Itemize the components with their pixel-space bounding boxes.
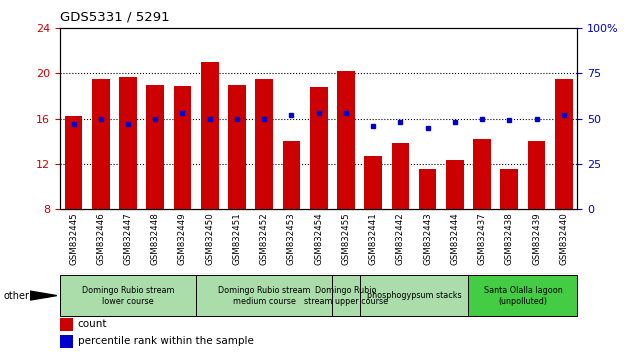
Bar	[119, 77, 137, 209]
Text: phosphogypsum stacks: phosphogypsum stacks	[367, 291, 461, 300]
Text: GSM832449: GSM832449	[178, 212, 187, 265]
Text: GSM832443: GSM832443	[423, 212, 432, 265]
Bar	[446, 160, 464, 209]
Bar	[364, 156, 382, 209]
Bar	[360, 275, 468, 316]
Text: GSM832453: GSM832453	[287, 212, 296, 265]
Bar	[473, 139, 491, 209]
Text: GSM832447: GSM832447	[124, 212, 133, 265]
Text: GSM832442: GSM832442	[396, 212, 405, 265]
Bar	[146, 85, 164, 209]
Bar	[174, 86, 191, 209]
Text: GSM832450: GSM832450	[205, 212, 214, 265]
Text: GSM832437: GSM832437	[478, 212, 487, 265]
Text: GSM832441: GSM832441	[369, 212, 377, 265]
Bar	[419, 169, 437, 209]
Bar	[500, 169, 518, 209]
Text: GSM832446: GSM832446	[97, 212, 105, 265]
Bar	[201, 62, 218, 209]
Bar	[468, 275, 577, 316]
Text: other: other	[3, 291, 29, 301]
Text: GSM832444: GSM832444	[451, 212, 459, 265]
Text: GDS5331 / 5291: GDS5331 / 5291	[60, 11, 170, 24]
Text: GSM832445: GSM832445	[69, 212, 78, 265]
Bar	[555, 79, 572, 209]
Text: GSM832454: GSM832454	[314, 212, 323, 265]
Text: GSM832438: GSM832438	[505, 212, 514, 265]
Text: Domingo Rubio stream
lower course: Domingo Rubio stream lower course	[82, 286, 174, 306]
Bar	[60, 318, 73, 331]
Text: Santa Olalla lagoon
(unpolluted): Santa Olalla lagoon (unpolluted)	[483, 286, 562, 306]
Bar	[310, 87, 327, 209]
Text: Domingo Rubio stream
medium course: Domingo Rubio stream medium course	[218, 286, 310, 306]
Bar	[196, 275, 333, 316]
Text: GSM832440: GSM832440	[559, 212, 569, 265]
Bar	[337, 71, 355, 209]
Bar	[283, 141, 300, 209]
Bar	[333, 275, 360, 316]
Polygon shape	[30, 291, 57, 300]
Text: count: count	[78, 319, 107, 329]
Bar	[60, 335, 73, 348]
Text: GSM832439: GSM832439	[532, 212, 541, 265]
Text: Domingo Rubio
stream upper course: Domingo Rubio stream upper course	[304, 286, 388, 306]
Bar	[60, 275, 196, 316]
Text: GSM832448: GSM832448	[151, 212, 160, 265]
Text: GSM832455: GSM832455	[341, 212, 350, 265]
Bar	[528, 141, 545, 209]
Bar	[228, 85, 246, 209]
Text: percentile rank within the sample: percentile rank within the sample	[78, 336, 254, 346]
Bar	[65, 116, 83, 209]
Bar	[92, 79, 110, 209]
Bar	[391, 143, 409, 209]
Bar	[256, 79, 273, 209]
Text: GSM832451: GSM832451	[232, 212, 242, 265]
Text: GSM832452: GSM832452	[260, 212, 269, 265]
